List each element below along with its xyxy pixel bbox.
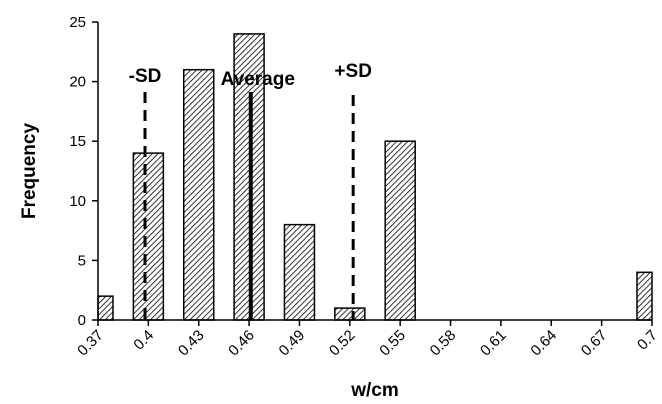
histogram-bar (384, 140, 416, 321)
y-tick-label: 0 (78, 312, 86, 329)
x-tick-label: 0.67 (578, 327, 611, 360)
reference-line-label: -SD (129, 66, 162, 87)
x-tick-label: 0.7 (634, 327, 661, 354)
y-tick-label: 15 (69, 133, 86, 150)
y-tick-label: 10 (69, 193, 86, 210)
x-tick-label: 0.52 (326, 327, 359, 360)
y-tick-label: 5 (78, 252, 86, 269)
y-tick-label: 25 (69, 14, 86, 31)
x-tick-label: 0.58 (427, 327, 460, 360)
x-tick-label: 0.49 (276, 327, 309, 360)
histogram-bar (334, 307, 366, 321)
x-tick-label: 0.55 (376, 327, 409, 360)
x-tick-label: 0.43 (175, 327, 208, 360)
histogram-bar (636, 271, 653, 321)
x-tick-label: 0.61 (477, 327, 510, 360)
reference-line-label: +SD (334, 61, 372, 82)
y-tick-label: 20 (69, 74, 86, 91)
x-tick-label: 0.4 (130, 327, 157, 354)
x-axis-title: w/cm (350, 380, 399, 401)
reference-lines-layer: -SD Average +SD (129, 61, 372, 320)
reference-line-label: Average (221, 69, 295, 90)
histogram-bar (182, 68, 215, 321)
histogram-bar (132, 152, 165, 321)
x-tick-label: 0.46 (225, 327, 258, 360)
histogram-bar (283, 223, 316, 321)
x-tick-label: 0.37 (74, 327, 107, 360)
bars-layer (97, 33, 653, 321)
x-tick-label: 0.64 (527, 327, 560, 360)
histogram-bar (97, 295, 114, 321)
y-axis-title: Frequency (19, 123, 40, 220)
